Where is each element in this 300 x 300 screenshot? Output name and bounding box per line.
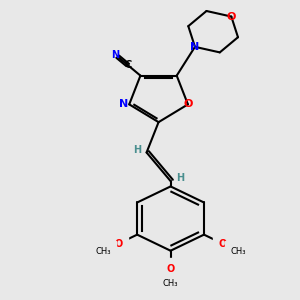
Text: CH₃: CH₃ [231, 247, 246, 256]
Text: H: H [133, 145, 141, 154]
Text: O: O [183, 99, 193, 110]
Text: H: H [176, 173, 184, 183]
Text: C: C [124, 60, 131, 70]
Text: CH₃: CH₃ [95, 247, 111, 256]
Text: N: N [190, 42, 200, 52]
Text: O: O [115, 238, 123, 249]
Text: CH₃: CH₃ [163, 279, 178, 288]
Text: O: O [226, 11, 236, 22]
Text: N: N [119, 99, 128, 110]
Text: N: N [112, 50, 120, 60]
Text: O: O [218, 238, 227, 249]
Text: O: O [167, 264, 175, 274]
